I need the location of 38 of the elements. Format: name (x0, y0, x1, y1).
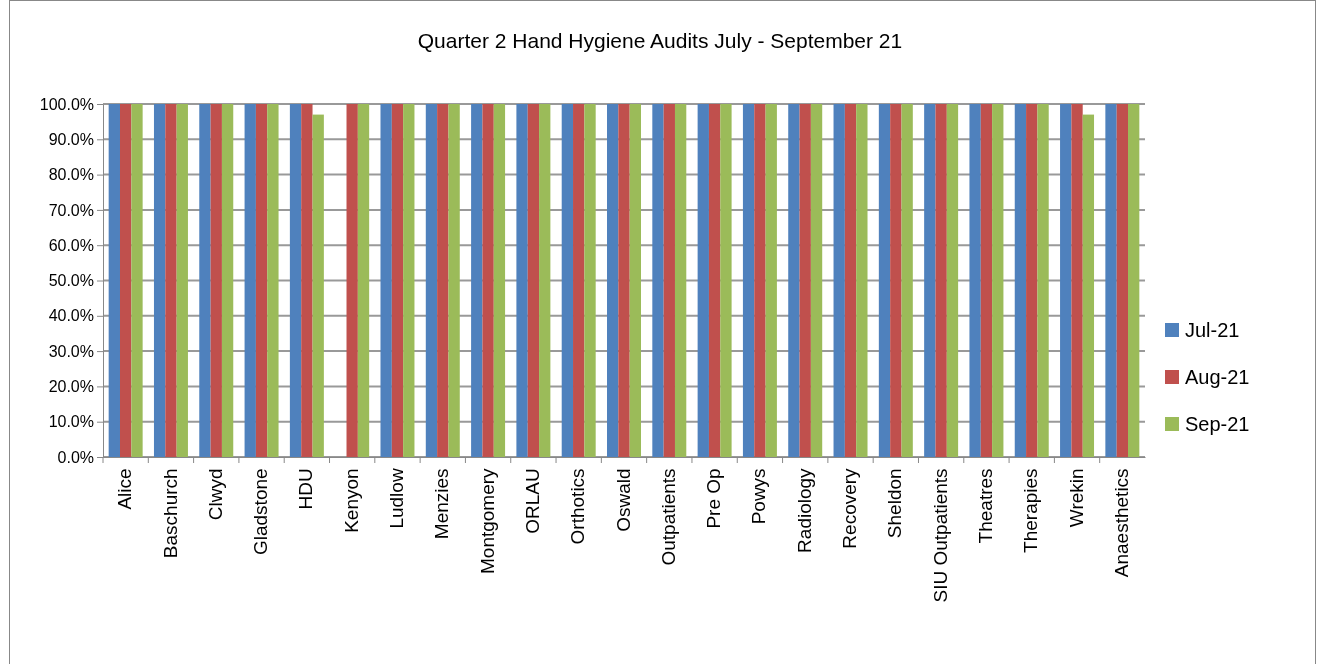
x-tick-label: Baschurch (159, 468, 181, 559)
x-tick-label: Recovery (839, 467, 861, 549)
x-tick-label: Wrekin (1065, 468, 1087, 528)
y-tick-label: 10.0% (48, 413, 94, 431)
x-tick-label: ORLAU (521, 468, 543, 534)
x-tick-label: Montgomery (476, 467, 498, 575)
y-tick-label: 80.0% (48, 166, 94, 184)
x-tick-label: Anaesthetics (1110, 468, 1132, 578)
y-tick-label: 60.0% (48, 236, 94, 254)
x-tick-label: Menzies (431, 468, 453, 540)
x-tick-label: Powys (748, 468, 770, 525)
y-tick-label: 30.0% (48, 342, 94, 360)
x-tick-label: Orthotics (567, 468, 589, 545)
legend-label: Jul-21 (1185, 319, 1240, 341)
y-tick-label: 70.0% (48, 201, 94, 219)
legend-label: Sep-21 (1185, 413, 1250, 435)
y-tick-label: 0.0% (57, 448, 94, 466)
chart-title: Quarter 2 Hand Hygiene Audits July - September 21 (417, 29, 903, 52)
y-tick-label: 90.0% (48, 130, 94, 148)
x-tick-label: Theatres (974, 468, 996, 544)
y-tick-label: 100.0% (39, 95, 94, 113)
x-tick-label: Alice (114, 468, 136, 510)
legend-label: Aug-21 (1185, 366, 1250, 388)
y-tick-label: 50.0% (48, 272, 94, 290)
x-tick-label: Kenyon (340, 468, 362, 533)
x-tick-label: Pre Op (703, 468, 725, 529)
y-tick-label: 20.0% (48, 378, 94, 396)
x-tick-label: Sheldon (884, 468, 906, 539)
x-tick-label: Radiology (793, 467, 815, 553)
x-tick-label: Ludlow (386, 468, 408, 529)
y-tick-label: 40.0% (48, 307, 94, 325)
x-tick-label: Outpatients (657, 468, 679, 566)
x-tick-label: Oswald (612, 468, 634, 532)
x-tick-label: Clwyd (204, 468, 226, 521)
x-tick-label: SIU Outpatients (929, 468, 951, 603)
x-tick-label: HDU (295, 468, 317, 510)
x-tick-label: Gladstone (250, 468, 272, 556)
x-tick-label: Therapies (1020, 468, 1042, 553)
